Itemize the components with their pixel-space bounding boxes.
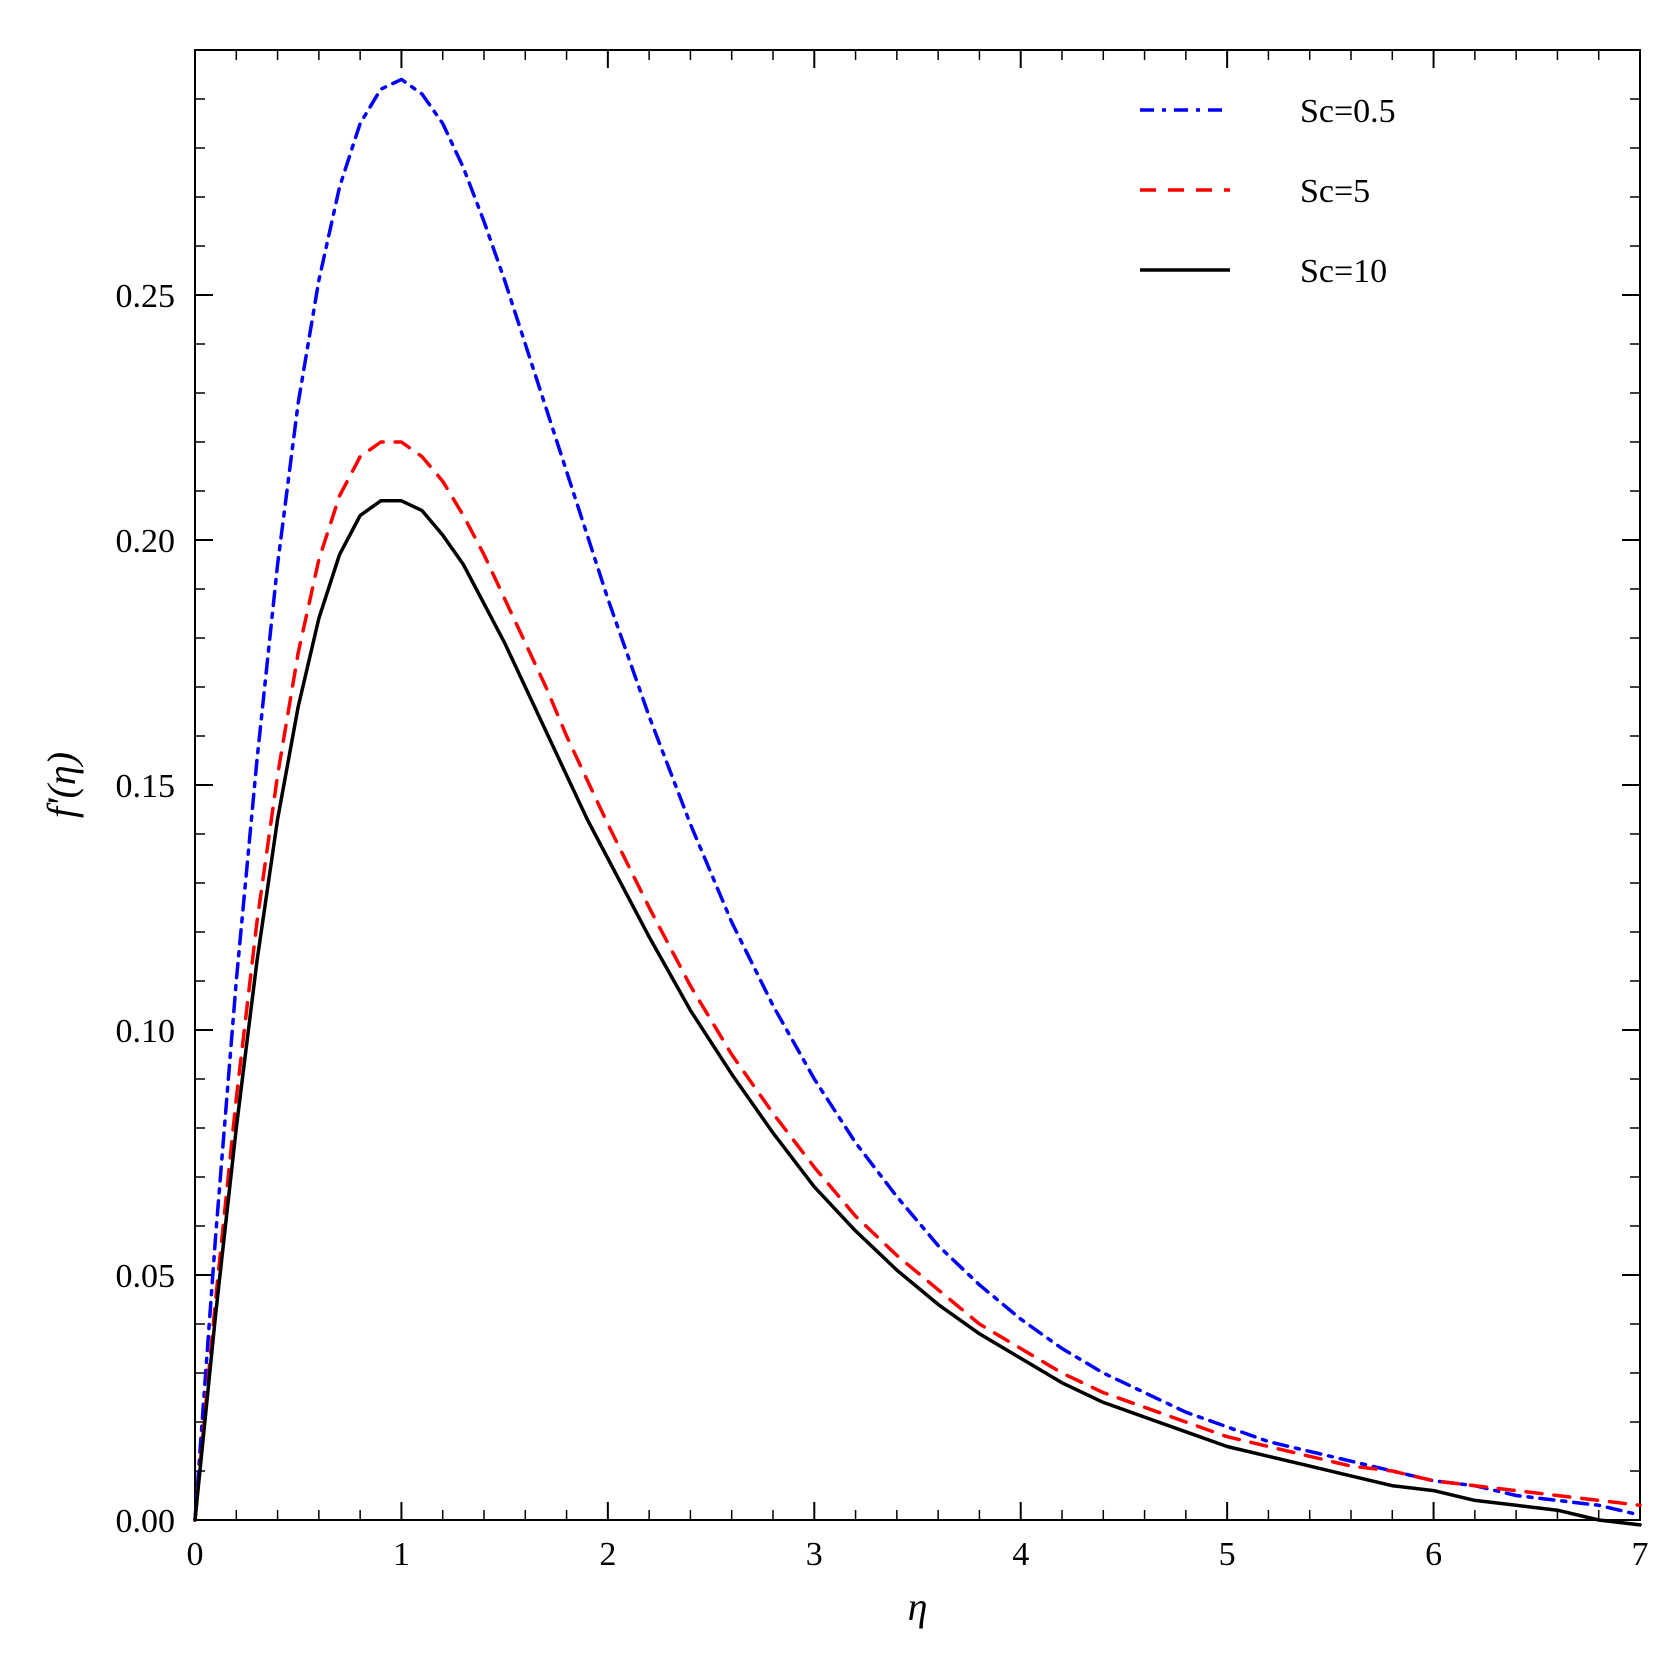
y-tick-label: 0.25 (116, 278, 176, 315)
legend-label: Sc=0.5 (1300, 93, 1396, 130)
x-axis-label: η (908, 1584, 928, 1629)
x-tick-label: 6 (1425, 1536, 1442, 1573)
series-sc10 (195, 501, 1640, 1525)
y-tick-label: 0.05 (116, 1258, 176, 1295)
y-tick-label: 0.00 (116, 1503, 176, 1540)
y-tick-label: 0.10 (116, 1013, 176, 1050)
legend-label: Sc=10 (1300, 253, 1387, 290)
x-tick-label: 5 (1219, 1536, 1236, 1573)
line-chart: 0 1 2 3 4 5 6 7 0.00 0.05 0.10 0.15 0.20 0.25 η f'(η) Sc… (20, 20, 1658, 1637)
x-tick-label: 4 (1012, 1536, 1029, 1573)
legend-label: Sc=5 (1300, 173, 1370, 210)
y-tick-label: 0.15 (116, 768, 176, 805)
series-sc5 (195, 442, 1640, 1520)
y-tick-label: 0.20 (116, 523, 176, 560)
series-sc05 (195, 79, 1640, 1520)
y-axis-label: f'(η) (39, 752, 84, 818)
plot-frame (195, 50, 1640, 1520)
x-tick-label: 2 (599, 1536, 616, 1573)
chart-container: 0 1 2 3 4 5 6 7 0.00 0.05 0.10 0.15 0.20 0.25 η f'(η) Sc… (20, 20, 1658, 1637)
x-tick-label: 7 (1632, 1536, 1649, 1573)
x-tick-label: 3 (806, 1536, 823, 1573)
x-tick-label: 0 (187, 1536, 204, 1573)
x-tick-label: 1 (393, 1536, 410, 1573)
